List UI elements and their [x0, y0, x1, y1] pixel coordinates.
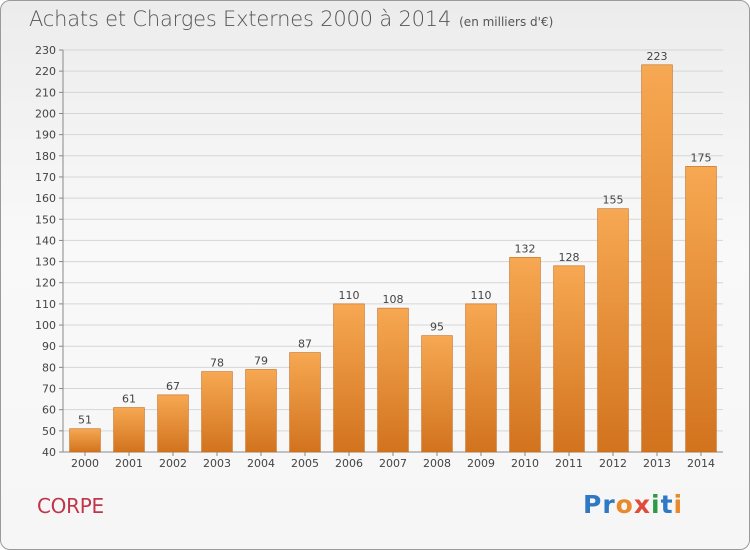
bar [553, 265, 585, 453]
x-tick-label: 2008 [423, 457, 451, 470]
proxiti-logo: Proxiti [583, 490, 683, 519]
bar-value-label: 110 [339, 289, 360, 302]
bar [113, 407, 145, 453]
y-tick-label: 180 [35, 150, 56, 163]
logo-letter: t [660, 490, 674, 519]
y-tick-label: 210 [35, 86, 56, 99]
bar-layer [69, 64, 717, 453]
y-tick-label: 60 [42, 404, 56, 417]
y-tick-label: 50 [42, 425, 56, 438]
bar-value-label: 61 [122, 393, 136, 406]
y-tick-label: 80 [42, 361, 56, 374]
y-tick-label: 160 [35, 192, 56, 205]
y-tick-label: 110 [35, 298, 56, 311]
bar [465, 303, 497, 453]
bar [245, 369, 277, 453]
bar-value-label: 132 [515, 242, 536, 255]
x-tick-label: 2013 [643, 457, 671, 470]
y-tick-label: 200 [35, 107, 56, 120]
chart-unit: (en milliers d'€) [459, 15, 554, 29]
y-tick-label: 100 [35, 319, 56, 332]
bar [509, 257, 541, 453]
y-tick-label: 150 [35, 213, 56, 226]
logo-letter: o [615, 490, 634, 519]
bar [201, 371, 233, 453]
x-tick-label: 2009 [467, 457, 495, 470]
x-tick-label: 2002 [159, 457, 187, 470]
label-layer: 51 61 67 78 79 87 110 108 95 110 132 128 155 223 175 [78, 50, 712, 427]
bar [289, 352, 321, 453]
chart-title-block: Achats et Charges Externes 2000 à 2014 (e… [29, 7, 553, 31]
x-tick-label: 2007 [379, 457, 407, 470]
bar [157, 394, 189, 453]
bar-value-label: 223 [647, 50, 668, 63]
bar-value-label: 87 [298, 338, 312, 351]
logo-letter: i [673, 490, 684, 519]
x-tick-label: 2011 [555, 457, 583, 470]
y-tick-label: 40 [42, 446, 56, 459]
y-tick-label: 220 [35, 65, 56, 78]
bar-value-label: 110 [471, 289, 492, 302]
bar-value-label: 78 [210, 357, 224, 370]
x-tick-label: 2006 [335, 457, 363, 470]
y-tick-label: 140 [35, 234, 56, 247]
chart-title: Achats et Charges Externes 2000 à 2014 [29, 7, 452, 31]
place-name: CORPE [37, 494, 104, 518]
y-tick-label: 70 [42, 383, 56, 396]
x-tick-label: 2012 [599, 457, 627, 470]
y-tick-label: 90 [42, 340, 56, 353]
x-tick-label: 2004 [247, 457, 275, 470]
bar-value-label: 108 [383, 293, 404, 306]
x-tick-label: 2005 [291, 457, 319, 470]
x-tick-label: 2001 [115, 457, 143, 470]
y-tick-label: 190 [35, 129, 56, 142]
bar [69, 428, 101, 453]
y-tick-label: 130 [35, 256, 56, 269]
x-tick-label: 2010 [511, 457, 539, 470]
bar-value-label: 155 [603, 194, 624, 207]
x-tick-label: 2003 [203, 457, 231, 470]
bar [685, 166, 717, 453]
logo-letter: r [602, 490, 616, 519]
y-tick-label: 120 [35, 277, 56, 290]
y-tick-label: 230 [35, 44, 56, 57]
x-tick-label: 2000 [71, 457, 99, 470]
bar-value-label: 175 [691, 151, 712, 164]
axis-layer: 40 50 60 70 80 90 100 110 120 130 140 150 160 170 180 1… [35, 44, 723, 470]
logo-letter: i [651, 490, 661, 519]
bar [597, 208, 629, 453]
bar [641, 64, 673, 453]
bar-value-label: 67 [166, 380, 180, 393]
y-tick-label: 170 [35, 171, 56, 184]
logo-letter: x [633, 490, 651, 519]
bar [333, 303, 365, 453]
bar-value-label: 51 [78, 414, 92, 427]
bar [377, 307, 409, 453]
bar-value-label: 95 [430, 321, 444, 334]
x-tick-label: 2014 [687, 457, 715, 470]
logo-letter: P [583, 490, 603, 519]
bar-value-label: 79 [254, 354, 268, 367]
bar [421, 335, 453, 453]
bar-value-label: 128 [559, 251, 580, 264]
